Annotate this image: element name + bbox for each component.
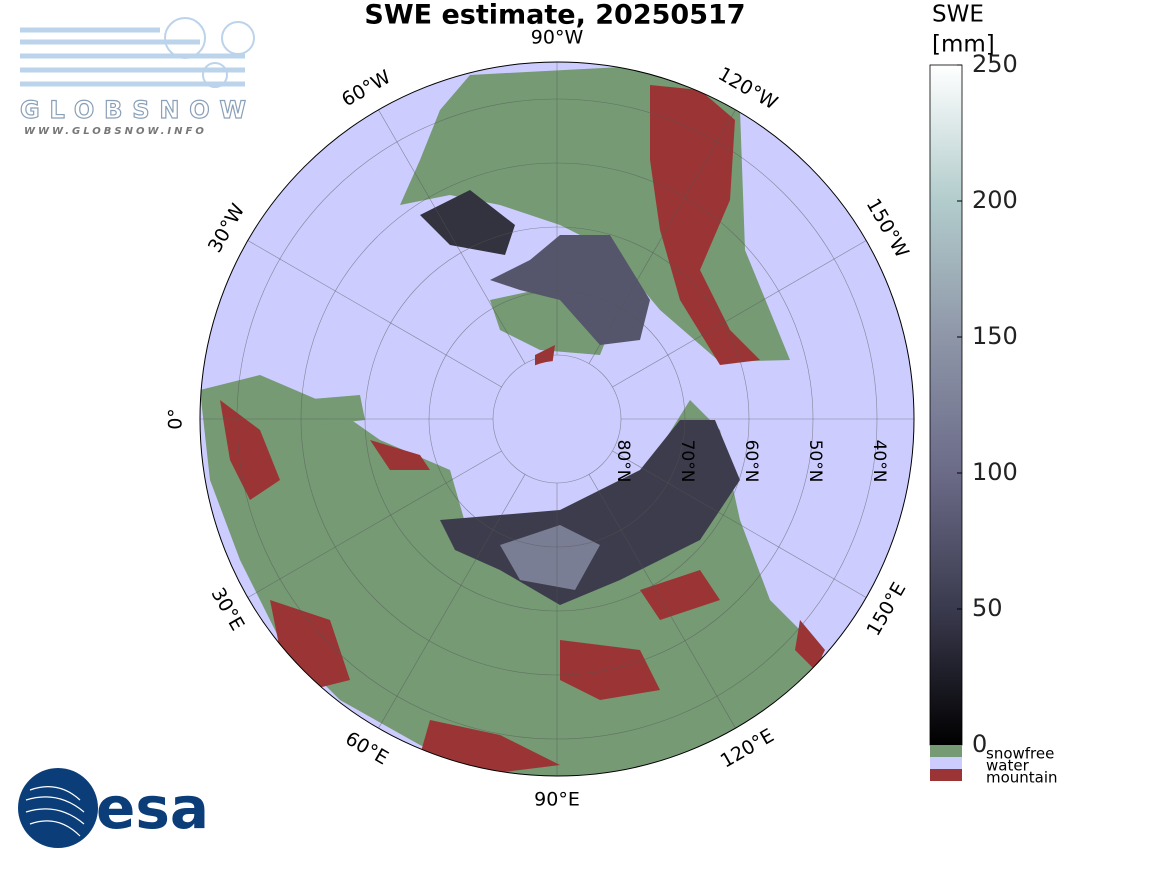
meridian xyxy=(588,109,736,364)
esa-logo: esa xyxy=(18,768,209,848)
legend-label: mountain xyxy=(986,769,1058,787)
longitude-label: 60°W xyxy=(338,66,395,111)
map-disk xyxy=(200,62,914,776)
longitude-label: 30°W xyxy=(204,200,249,257)
longitude-label: 30°E xyxy=(207,584,249,635)
legend-label: water xyxy=(986,757,1030,775)
colorbar-title: SWE xyxy=(932,2,984,28)
meridian xyxy=(612,450,867,598)
latitude-label: 60°N xyxy=(741,440,761,483)
colorbar-tick-label: 200 xyxy=(972,186,1018,214)
meridian xyxy=(378,109,526,364)
colorbar-tick-label: 100 xyxy=(972,458,1018,486)
swe-eurasia-deep xyxy=(500,525,600,590)
colorbar xyxy=(929,64,963,746)
land-europe-islands xyxy=(300,395,365,425)
meridian xyxy=(588,474,736,729)
meridian xyxy=(247,240,502,388)
colorbar-tick-label: 250 xyxy=(972,50,1018,78)
globsnow-logo: GLOBSNOW WWW.GLOBSNOW.INFO xyxy=(19,17,255,137)
meridian xyxy=(247,450,502,598)
legend-swatch xyxy=(930,769,962,781)
longitude-label: 90°E xyxy=(534,789,580,811)
colorbar-tick-label: 150 xyxy=(972,322,1018,350)
map-title: SWE estimate, 20250517 xyxy=(364,0,745,31)
legend-swatch xyxy=(930,745,962,757)
agency-name: esa xyxy=(96,774,209,842)
latitude-label: 80°N xyxy=(613,440,633,483)
longitude-label: 90°W xyxy=(531,27,584,49)
swe-canada xyxy=(490,235,650,345)
pole-hole xyxy=(499,361,615,477)
colorbar-tick-label: 50 xyxy=(972,594,1003,622)
map-boundary xyxy=(199,61,915,777)
legend-label: snowfree xyxy=(986,745,1054,763)
longitude-label: 60°E xyxy=(341,728,392,770)
latitude-label: 40°N xyxy=(869,440,889,483)
colorbar-title: [mm] xyxy=(932,32,995,58)
legend-swatch xyxy=(930,757,962,769)
meridian xyxy=(612,240,867,388)
logo-name: GLOBSNOW xyxy=(20,96,250,124)
longitude-label: 0° xyxy=(165,408,187,430)
latitude-label: 50°N xyxy=(805,440,825,483)
land-greenland-arctic xyxy=(490,285,610,355)
logo-url: WWW.GLOBSNOW.INFO xyxy=(24,126,207,137)
meridian xyxy=(378,474,526,729)
colorbar-tick-label: 0 xyxy=(972,730,987,758)
latitude-label: 70°N xyxy=(677,440,697,483)
